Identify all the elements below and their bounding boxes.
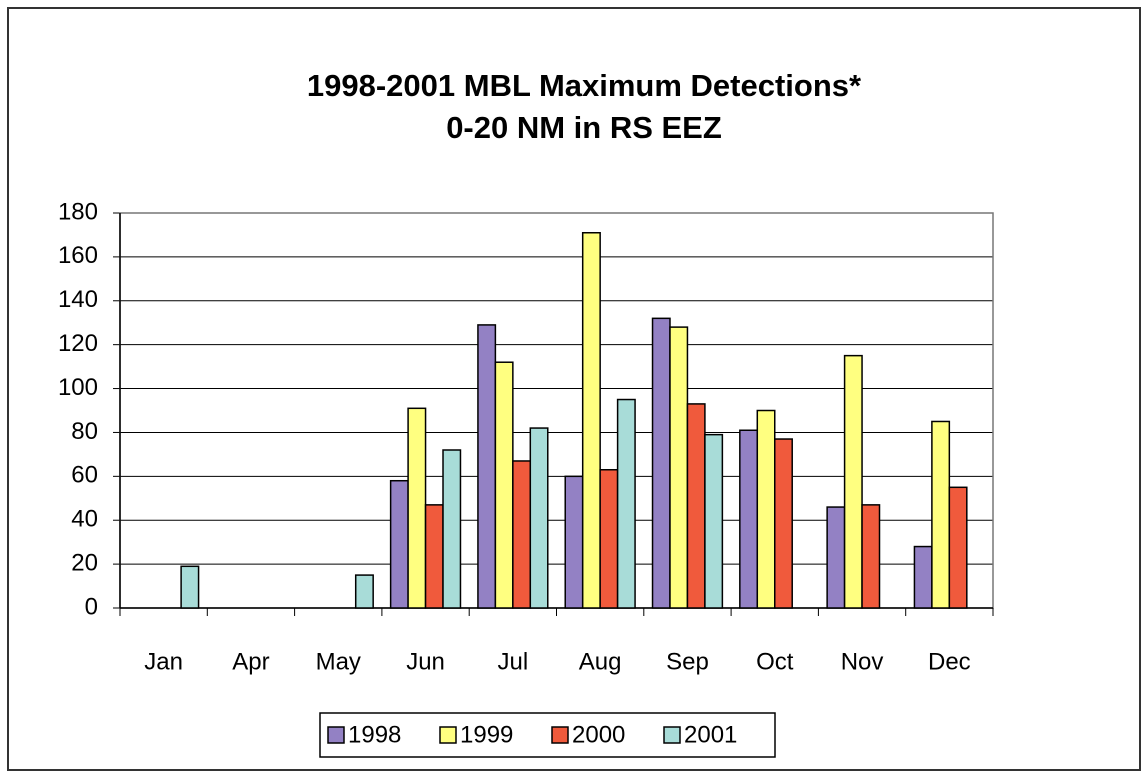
chart-subtitle: 0-20 NM in RS EEZ [446, 110, 722, 145]
bar [494, 361, 514, 609]
y-tick-label: 160 [58, 242, 98, 269]
legend-label: 1998 [348, 721, 401, 748]
legend-swatch [439, 726, 457, 744]
y-tick-label: 120 [58, 330, 98, 357]
y-tick-label: 100 [58, 374, 98, 401]
bar [581, 232, 601, 609]
bar [616, 398, 636, 609]
legend-box [319, 712, 776, 758]
legend-label: 1999 [460, 721, 513, 748]
x-tick-label: Sep [666, 648, 709, 675]
bar [424, 504, 444, 609]
bar [354, 574, 374, 609]
bar [407, 407, 427, 609]
x-tick-label: Aug [579, 648, 622, 675]
bar [704, 433, 724, 609]
bar [477, 324, 497, 609]
x-tick-label: Jun [406, 648, 445, 675]
y-tick-label: 0 [85, 593, 98, 620]
bar [599, 469, 619, 609]
bar [843, 354, 863, 609]
bar [861, 504, 881, 609]
bar [826, 506, 846, 609]
bar [756, 409, 776, 609]
x-tick-label: Jul [498, 648, 529, 675]
bar [564, 475, 584, 609]
x-tick-label: Dec [928, 648, 971, 675]
x-tick-label: Nov [841, 648, 884, 675]
x-tick-label: Apr [232, 648, 269, 675]
legend-swatch [663, 726, 681, 744]
legend-swatch [327, 726, 345, 744]
legend-swatch [551, 726, 569, 744]
y-tick-label: 40 [71, 506, 98, 533]
y-tick-label: 180 [58, 198, 98, 225]
legend-label: 2000 [572, 721, 625, 748]
bar [442, 449, 462, 609]
chart-title: 1998-2001 MBL Maximum Detections* [307, 68, 862, 103]
bar [913, 545, 933, 609]
y-tick-label: 140 [58, 286, 98, 313]
bar [931, 420, 951, 609]
bar [669, 326, 689, 609]
bar [529, 427, 549, 609]
bar [180, 565, 200, 609]
legend-label: 2001 [684, 721, 737, 748]
y-tick-label: 60 [71, 462, 98, 489]
bar [389, 479, 409, 609]
bar [651, 317, 671, 609]
bar [686, 403, 706, 609]
x-tick-label: Oct [756, 648, 794, 675]
y-tick-label: 80 [71, 418, 98, 445]
bar [948, 486, 968, 609]
x-tick-label: May [316, 648, 361, 675]
y-tick-label: 20 [71, 549, 98, 576]
x-tick-label: Jan [144, 648, 183, 675]
bar [739, 429, 759, 609]
bar [774, 438, 793, 609]
bar [512, 460, 532, 609]
